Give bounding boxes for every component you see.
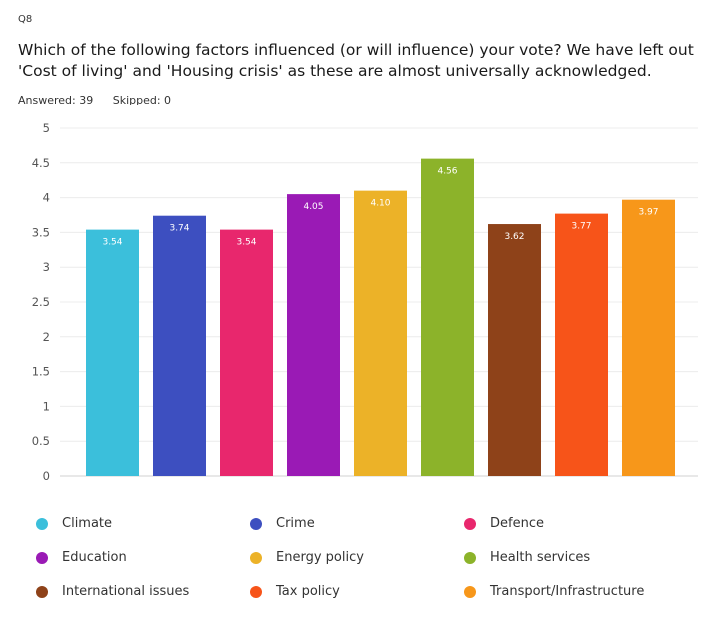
bar [287, 194, 340, 476]
bar-value-label: 3.62 [504, 232, 524, 242]
bar [421, 158, 474, 476]
bar-value-label: 3.54 [236, 238, 256, 248]
y-tick-label: 3 [43, 260, 50, 274]
legend-label: Education [62, 550, 127, 565]
legend-swatch [250, 551, 262, 564]
bar [555, 213, 608, 476]
y-tick-label: 1.5 [32, 365, 50, 379]
legend-item: Health services [464, 550, 590, 565]
y-tick-label: 0 [43, 469, 50, 483]
bar-value-label: 3.97 [638, 208, 658, 218]
bar [622, 199, 675, 477]
legend-item: Defence [464, 516, 544, 531]
legend-swatch [36, 585, 48, 598]
y-tick-label: 3.5 [32, 225, 50, 239]
legend-label: Climate [62, 516, 113, 531]
legend-swatch [464, 517, 476, 530]
bar-value-label: 4.56 [437, 167, 457, 177]
question-title: Which of the following factors influence… [18, 41, 694, 80]
legend-label: Crime [276, 516, 315, 531]
legend-label: International issues [62, 584, 190, 599]
y-tick-label: 2.5 [32, 295, 50, 309]
legend-swatch [36, 517, 48, 530]
bar-chart: 00.511.522.533.544.553.543.743.544.05 4.1… [32, 121, 698, 483]
legend-item: Climate [36, 516, 112, 531]
response-stats: Answered: 39 Skipped: 0 [18, 94, 187, 105]
answered-count: Answered: 39 [18, 94, 94, 105]
y-tick-label: 1 [43, 399, 50, 413]
legend-swatch [464, 551, 476, 564]
y-tick-label: 5 [43, 121, 50, 135]
legend-label: Energy policy [276, 550, 364, 565]
legend-item: Energy policy [250, 550, 364, 565]
bar [86, 229, 139, 476]
bar-value-label: 4.10 [370, 199, 390, 209]
bar [354, 190, 407, 476]
legend-swatch [250, 517, 262, 530]
legend-item: Crime [250, 516, 315, 531]
legend-swatch [250, 585, 262, 598]
legend-item: Transport/Infrastructure [464, 584, 644, 599]
legend-swatch [464, 585, 476, 598]
legend-item: International issues [36, 584, 189, 599]
legend-label: Transport/Infrastructure [490, 584, 645, 599]
y-tick-label: 4 [43, 191, 50, 205]
bar-value-label: 3.74 [169, 224, 189, 234]
legend-label: Defence [490, 516, 544, 531]
bar [488, 224, 541, 476]
skipped-count: Skipped: 0 [112, 94, 172, 105]
bar-value-label: 4.05 [303, 202, 323, 212]
legend-label: Tax policy [276, 584, 340, 599]
legend-swatch [36, 551, 48, 564]
y-tick-label: 4.5 [32, 156, 50, 170]
question-number: Q8 [18, 14, 33, 25]
bar-value-label: 3.77 [571, 222, 591, 232]
bar [220, 229, 273, 476]
y-tick-label: 2 [43, 330, 50, 344]
bar-value-label: 3.54 [102, 238, 122, 248]
legend-item: Education [36, 550, 127, 565]
legend-label: Health services [490, 550, 591, 565]
legend-item: Tax policy [250, 584, 340, 599]
y-tick-label: 0.5 [32, 434, 50, 448]
bar [153, 215, 206, 477]
